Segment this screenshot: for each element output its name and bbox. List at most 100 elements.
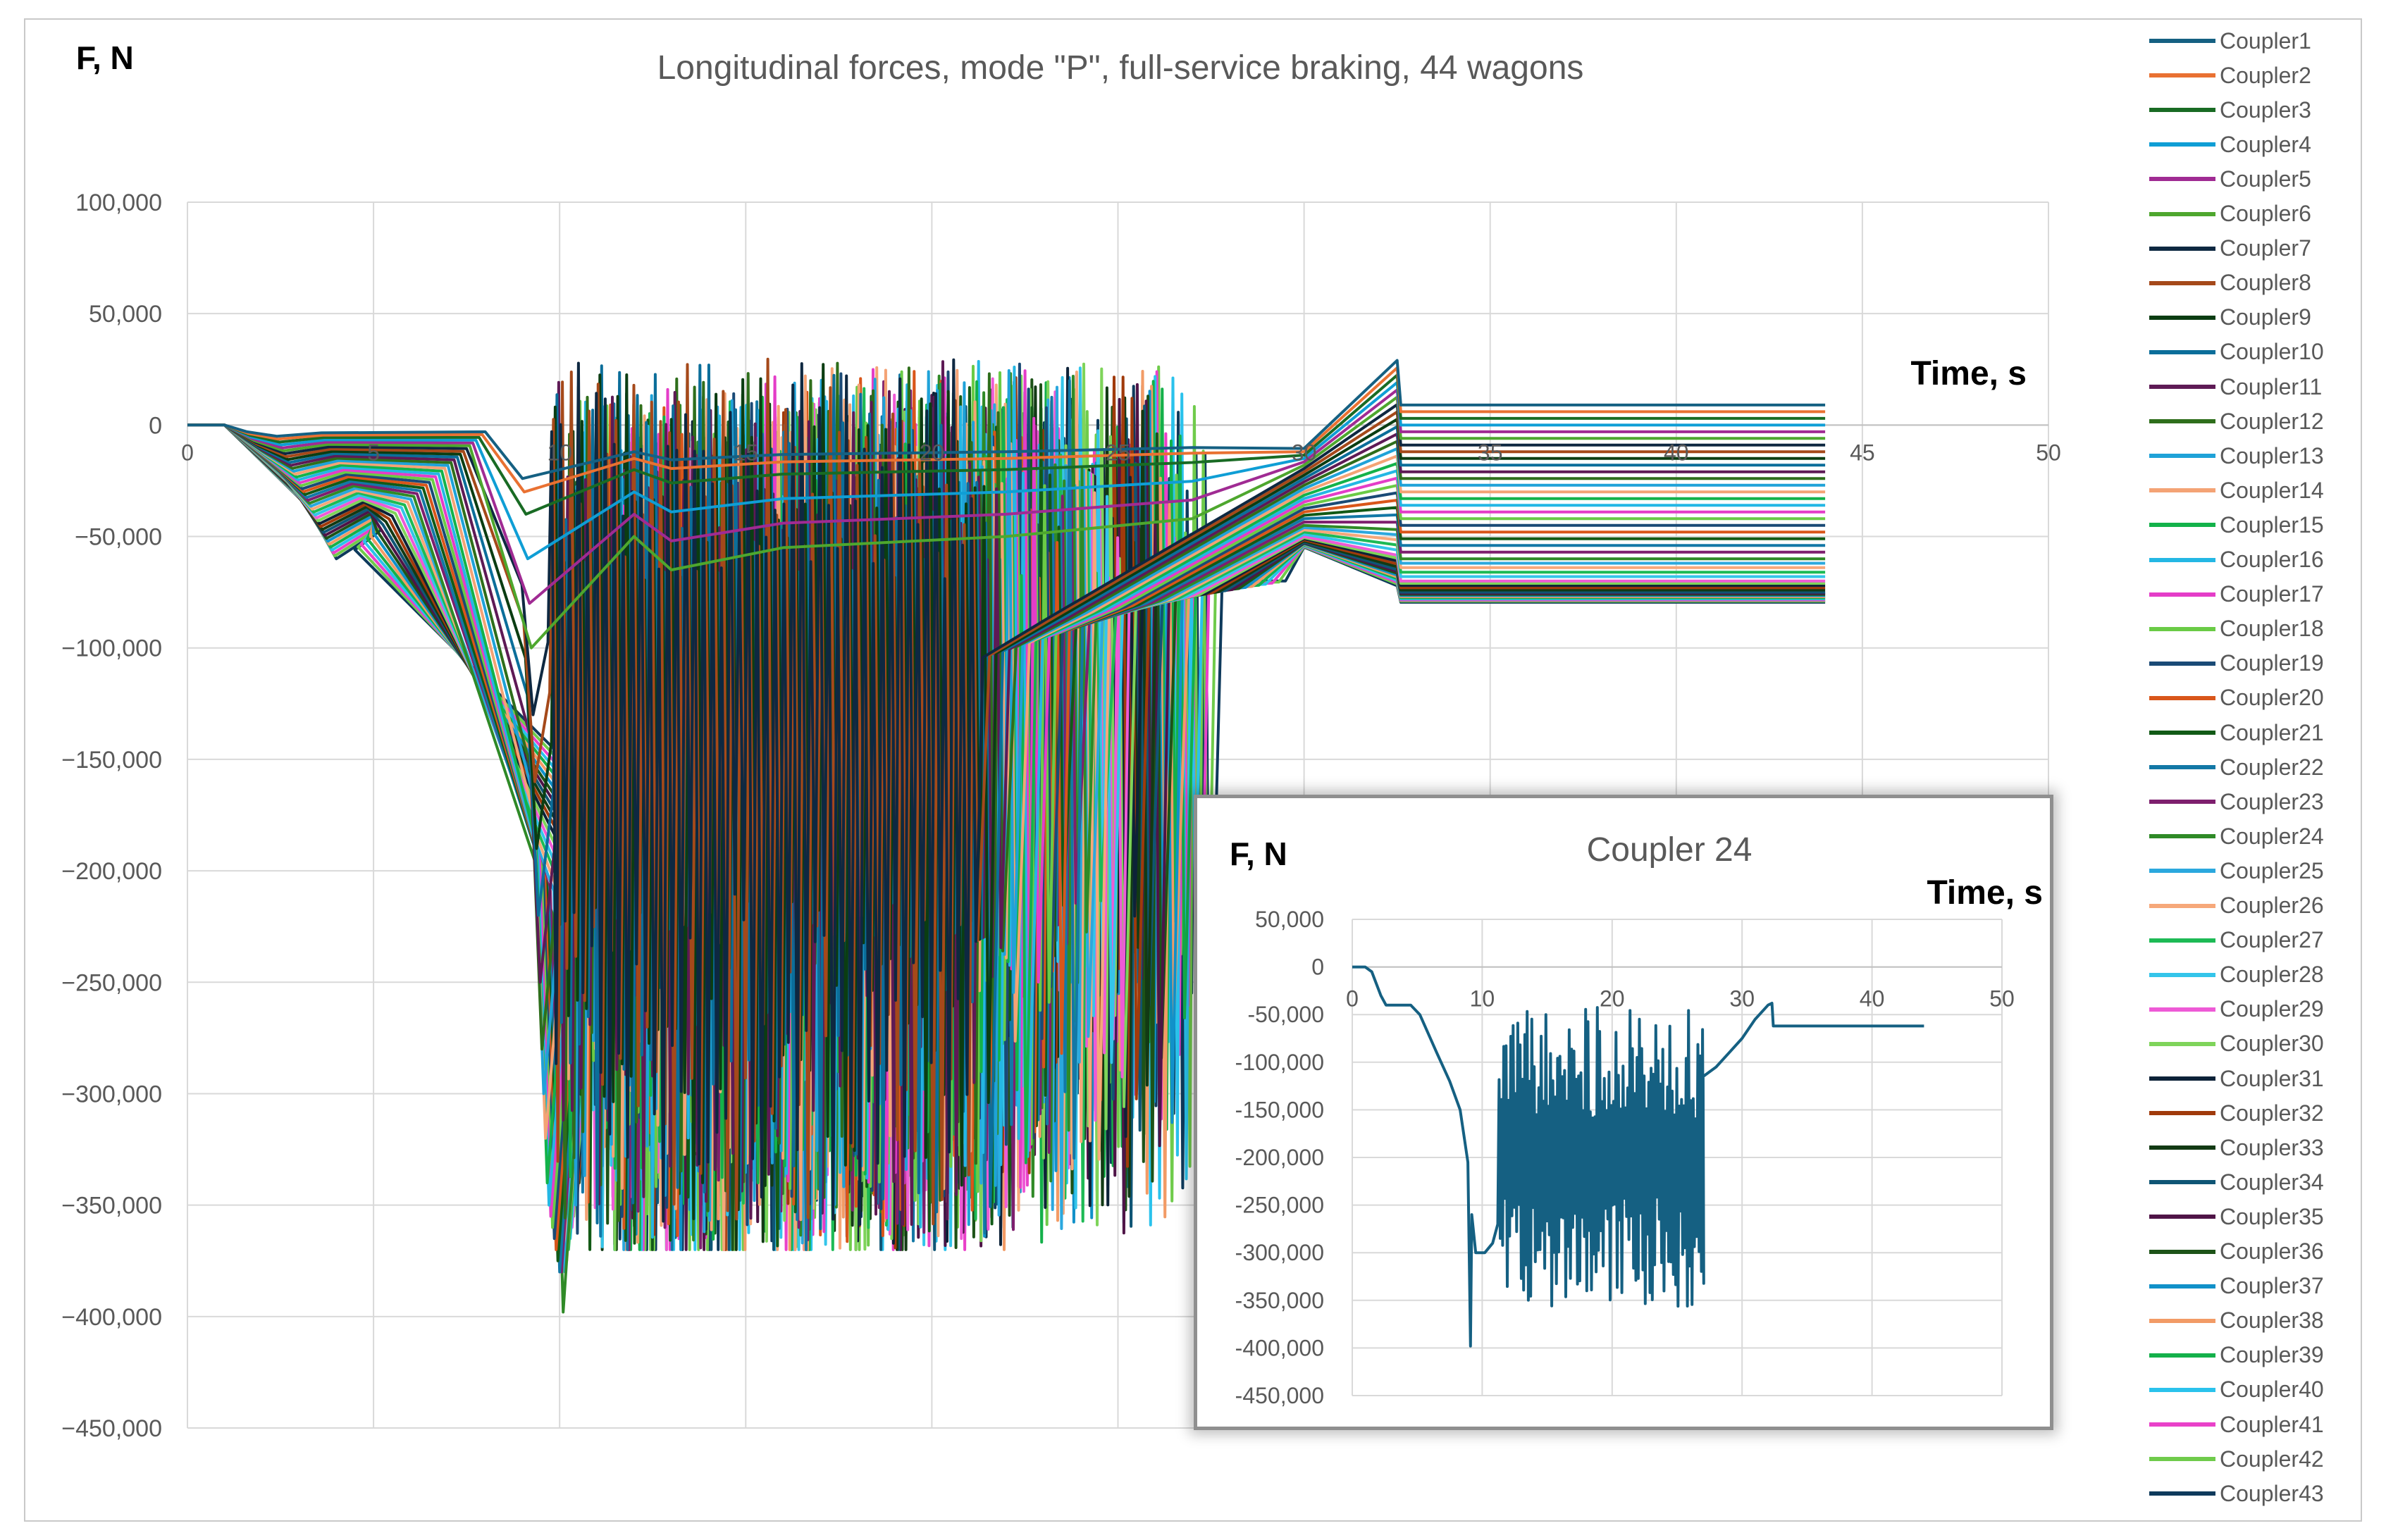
legend-entry: Coupler40 (2149, 1374, 2324, 1405)
legend-swatch (2149, 246, 2215, 251)
legend-entry: Coupler20 (2149, 683, 2324, 714)
legend-label: Coupler38 (2220, 1308, 2324, 1334)
legend-entry: Coupler24 (2149, 821, 2324, 852)
series-line-coupler6 (187, 395, 1826, 650)
series-line-coupler7 (187, 358, 1826, 1226)
main-x-tick-label: 20 (920, 440, 945, 465)
legend-swatch (2149, 938, 2215, 943)
legend-label: Coupler20 (2220, 685, 2324, 711)
main-x-tick-label: 35 (1478, 440, 1503, 465)
legend-swatch (2149, 1076, 2215, 1081)
legend-entry: Coupler33 (2149, 1132, 2324, 1163)
legend-swatch (2149, 523, 2215, 528)
inset-x-tick-label: 30 (1729, 986, 1755, 1012)
legend-entry: Coupler8 (2149, 268, 2311, 299)
main-x-tick-label: 0 (181, 440, 194, 465)
legend-label: Coupler1 (2220, 27, 2311, 54)
legend-entry: Coupler4 (2149, 129, 2311, 160)
legend-label: Coupler11 (2220, 373, 2323, 399)
legend-swatch (2149, 315, 2215, 320)
legend-label: Coupler22 (2220, 754, 2324, 780)
legend-entry: Coupler9 (2149, 302, 2311, 333)
legend-entry: Coupler31 (2149, 1063, 2324, 1094)
legend-entry: Coupler41 (2149, 1409, 2324, 1440)
legend-swatch (2149, 488, 2215, 493)
legend-label: Coupler12 (2220, 408, 2324, 434)
legend-label: Coupler14 (2220, 477, 2324, 503)
inset-y-tick-label: 0 (1311, 955, 1324, 980)
legend-swatch (2149, 1422, 2215, 1427)
main-y-tick-label: −400,000 (61, 1304, 162, 1331)
main-x-tick-label: 10 (547, 440, 572, 465)
legend-swatch (2149, 731, 2215, 735)
legend-swatch (2149, 557, 2215, 562)
main-y-tick-label: −350,000 (61, 1193, 162, 1219)
legend-entry: Coupler14 (2149, 475, 2324, 506)
legend-label: Coupler32 (2220, 1100, 2324, 1126)
legend-swatch (2149, 1111, 2215, 1116)
legend-entry: Coupler3 (2149, 94, 2311, 125)
legend-label: Coupler40 (2220, 1377, 2324, 1403)
legend-entry: Coupler43 (2149, 1478, 2324, 1509)
legend-label: Coupler36 (2220, 1238, 2324, 1264)
inset-chart-title: Coupler 24 (1587, 831, 1753, 869)
series-line-coupler2 (187, 366, 1826, 494)
series-line-coupler4 (187, 380, 1826, 561)
inset-chart: 50,000 0 -50,000 -100,000 -150,000 -200,000 -2… (1230, 831, 2043, 1408)
legend-swatch (2149, 385, 2215, 389)
legend-entry: Coupler27 (2149, 925, 2324, 956)
legend-entry: Coupler42 (2149, 1443, 2324, 1474)
legend-label: Coupler39 (2220, 1342, 2324, 1368)
legend-label: Coupler29 (2220, 996, 2324, 1022)
legend-entry: Coupler34 (2149, 1167, 2324, 1198)
main-x-axis-label: Time, s (1910, 355, 2027, 392)
inset-x-tick-label: 40 (1860, 986, 1885, 1012)
legend-entry: Coupler15 (2149, 509, 2324, 540)
legend-entry: Coupler37 (2149, 1271, 2324, 1302)
legend-entry: Coupler32 (2149, 1098, 2324, 1129)
legend-label: Coupler34 (2220, 1169, 2324, 1195)
main-chart-title: Longitudinal forces, mode "P", full-serv… (657, 49, 1584, 87)
main-y-tick-label: −250,000 (61, 969, 162, 996)
legend-swatch (2149, 972, 2215, 977)
legend-entry: Coupler12 (2149, 406, 2324, 437)
inset-y-tick-label: -50,000 (1247, 1002, 1324, 1027)
legend-swatch (2149, 1145, 2215, 1150)
inset-series-line-coupler24 (1352, 965, 1924, 1348)
main-y-tick-label: −450,000 (61, 1415, 162, 1442)
legend-label: Coupler13 (2220, 442, 2324, 468)
legend-label: Coupler5 (2220, 166, 2311, 192)
legend-entry: Coupler25 (2149, 855, 2324, 886)
series-line-coupler3 (187, 373, 1826, 516)
legend-entry: Coupler22 (2149, 752, 2324, 783)
legend-label: Coupler9 (2220, 304, 2311, 330)
legend-swatch (2149, 39, 2215, 43)
legend-label: Coupler15 (2220, 511, 2324, 538)
inset-y-tick-label: -450,000 (1235, 1383, 1324, 1408)
legend-swatch (2149, 592, 2215, 597)
legend-swatch (2149, 211, 2215, 216)
main-tick-labels: 100,000 50,000 0 −50,000 −100,000 −150,000 −20… (61, 190, 2061, 1442)
legend-label: Coupler10 (2220, 339, 2324, 365)
series-line-coupler8 (187, 357, 1826, 1226)
legend-label: Coupler6 (2220, 201, 2311, 226)
legend-swatch (2149, 1215, 2215, 1219)
legend-swatch (2149, 454, 2215, 459)
legend-label: Coupler41 (2220, 1411, 2324, 1437)
legend-entry: Coupler10 (2149, 337, 2324, 368)
legend-swatch (2149, 1387, 2215, 1392)
main-y-tick-label: −150,000 (61, 747, 162, 774)
legend-entry: Coupler30 (2149, 1029, 2324, 1060)
legend-swatch (2149, 73, 2215, 78)
legend-label: Coupler24 (2220, 823, 2324, 849)
legend-entry: Coupler17 (2149, 579, 2324, 610)
legend-swatch (2149, 142, 2215, 147)
legend-swatch (2149, 1457, 2215, 1462)
legend-label: Coupler37 (2220, 1273, 2324, 1299)
inset-y-axis-label: F, N (1230, 836, 1287, 872)
inset-y-tick-label: -100,000 (1235, 1050, 1324, 1075)
legend-swatch (2149, 1007, 2215, 1012)
legend-label: Coupler8 (2220, 270, 2311, 296)
legend-swatch (2149, 280, 2215, 285)
legend-entry: Coupler19 (2149, 648, 2324, 679)
